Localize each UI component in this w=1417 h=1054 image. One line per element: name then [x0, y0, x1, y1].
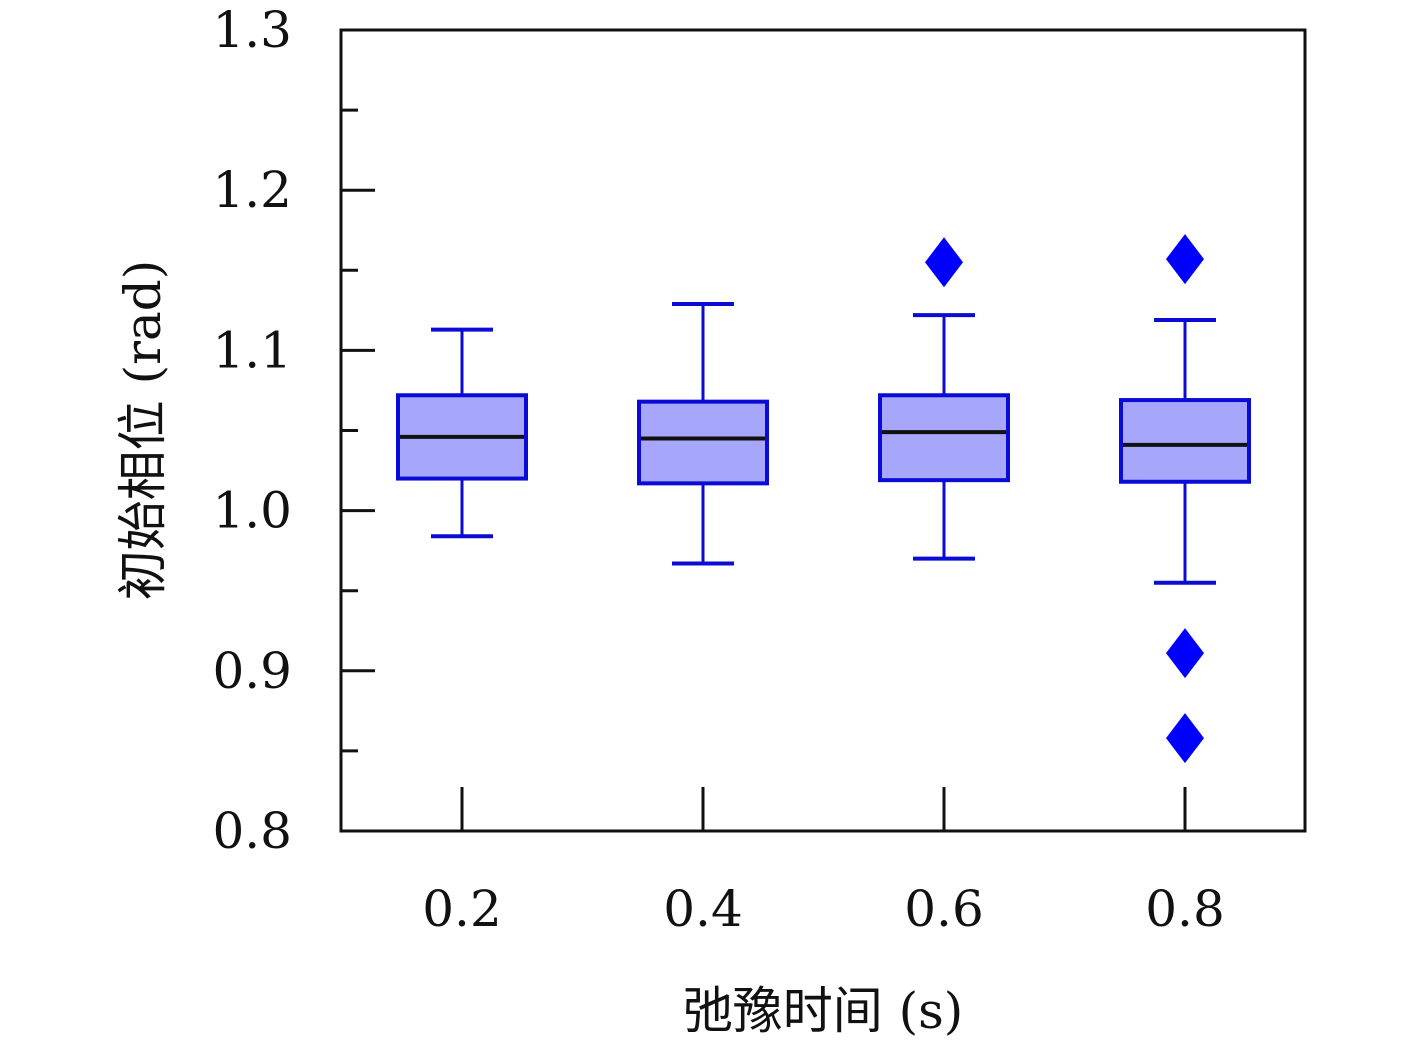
box-group	[637, 301, 769, 566]
y-tick-label: 1.3	[212, 1, 292, 59]
x-tick-label: 0.2	[422, 880, 502, 938]
box-group	[878, 237, 1010, 561]
iqr-box	[878, 393, 1010, 483]
x-axis: 0.2 0.4 0.6 0.8	[422, 787, 1225, 938]
outlier-marker	[1166, 234, 1204, 285]
x-tick-label: 0.8	[1145, 880, 1225, 938]
x-tick-label: 0.6	[904, 880, 984, 938]
y-tick-label: 0.9	[212, 642, 292, 700]
x-axis-title: 弛豫时间 (s)	[683, 982, 964, 1040]
y-tick-label: 1.0	[212, 482, 292, 540]
y-axis-title: 初始相位 (rad)	[114, 260, 172, 601]
iqr-box	[637, 399, 769, 486]
outlier-marker	[925, 237, 963, 288]
y-tick-label: 1.1	[212, 321, 292, 379]
box-group	[1119, 234, 1251, 764]
box-group	[396, 327, 528, 539]
y-axis: 0.8 0.9 1.0 1.1 1.2 1.3	[212, 1, 375, 860]
x-tick-label: 0.4	[663, 880, 743, 938]
y-tick-label: 1.2	[212, 161, 292, 219]
plot-content	[396, 234, 1251, 764]
y-tick-label: 0.8	[212, 802, 292, 860]
outlier-marker	[1166, 628, 1204, 679]
outlier-marker	[1166, 713, 1204, 764]
iqr-box	[1119, 398, 1251, 484]
